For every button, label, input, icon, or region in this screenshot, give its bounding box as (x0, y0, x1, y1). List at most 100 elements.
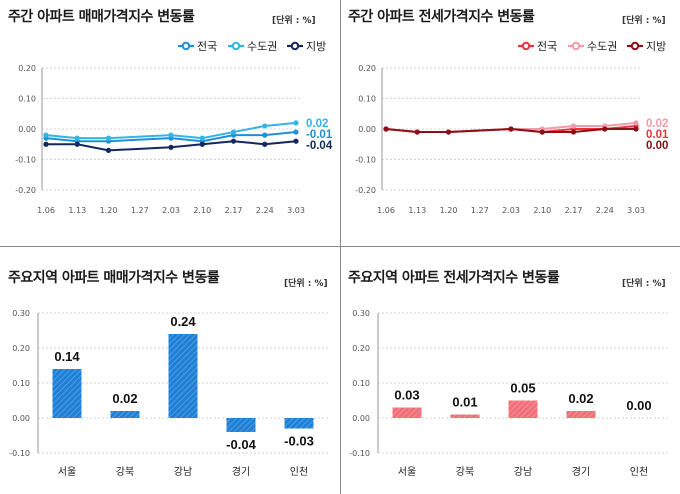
sale-region-category-label: 강남 (174, 466, 192, 478)
jeonse-region-category-label: 인천 (630, 466, 648, 478)
jeonse-weekly-chart: 0.20 0.10 0.00 -0.10 -0.20 1.06 1.13 1.20 1.27 2.… (355, 40, 669, 215)
jeonse-weekly-x-tick-label: 2.10 (533, 206, 551, 215)
sale-weekly-x-tick-label: 3.03 (287, 206, 305, 215)
sale-region-bar-value-label: 0.02 (112, 391, 137, 406)
sale-weekly-x-tick-label: 2.10 (193, 206, 211, 215)
sale-weekly-series-point (199, 141, 205, 147)
sale-weekly-series-point (230, 129, 237, 135)
jeonse-weekly-legend-marker (521, 41, 531, 51)
jeonse-weekly-series-point (570, 123, 577, 129)
vertical-divider (340, 0, 341, 494)
sale-weekly-series-point (105, 147, 112, 153)
jeonse-region-y-tick-label: 0.20 (352, 344, 370, 353)
sale-weekly-series-point (168, 144, 174, 150)
sale-weekly-series-point (262, 132, 268, 138)
sale-region-y-tick-label: 0.20 (12, 344, 30, 353)
jeonse-weekly-x-tick-label: 1.06 (377, 206, 395, 215)
sale-weekly-title: 주간 아파트 매매가격지수 변동률 (8, 9, 195, 25)
sale-weekly-x-tick-label: 1.06 (37, 206, 55, 215)
sale-region-bar (52, 369, 82, 418)
sale-weekly-series-point (293, 120, 299, 126)
sale-weekly-panel: 주간 아파트 매매가격지수 변동률 [단위 : %] 0.20 0.10 0.00 -… (0, 0, 340, 247)
sale-region-bar-value-label: -0.03 (284, 434, 314, 449)
jeonse-weekly-series-point (508, 126, 514, 132)
jeonse-weekly-x-tick-label: 2.17 (565, 206, 583, 215)
jeonse-region-y-tick-label: 0.00 (352, 414, 370, 423)
sale-weekly-series-point (105, 135, 112, 141)
sale-weekly-legend-label: 수도권 (247, 40, 277, 53)
jeonse-region-bar-value-label: 0.00 (626, 398, 651, 413)
jeonse-weekly-x-tick-label: 1.20 (440, 206, 458, 215)
jeonse-region-title: 주요지역 아파트 전세가격지수 변동률 (348, 270, 560, 286)
sale-weekly-unit: [단위 : %] (272, 16, 316, 26)
jeonse-region-bar-value-label: 0.02 (568, 391, 593, 406)
sale-region-bar (226, 418, 256, 432)
sale-weekly-end-label: -0.04 (306, 140, 333, 152)
sale-weekly-x-tick-label: 1.20 (100, 206, 118, 215)
jeonse-weekly-series-point (414, 129, 420, 135)
sale-weekly-legend-marker (181, 41, 191, 51)
sale-weekly-series-point (262, 123, 268, 129)
sale-weekly-end-label: -0.01 (306, 129, 333, 141)
sale-weekly-end-label: 0.02 (306, 118, 328, 130)
jeonse-weekly-y-tick-label: 0.10 (358, 95, 376, 104)
jeonse-weekly-series-line (385, 127, 636, 134)
jeonse-weekly-series-point (383, 126, 389, 132)
jeonse-region-bar-value-label: 0.05 (510, 381, 535, 396)
sale-weekly-legend-label: 전국 (197, 40, 217, 53)
sale-weekly-x-tick-label: 2.17 (225, 206, 243, 215)
sale-region-title: 주요지역 아파트 매매가격지수 변동률 (8, 270, 220, 286)
jeonse-weekly-y-tick-label: -0.20 (355, 186, 376, 195)
sale-region-bar (284, 418, 314, 429)
sale-region-category-label: 서울 (58, 466, 76, 478)
sale-weekly-series-point (74, 135, 80, 141)
sale-region-panel: 주요지역 아파트 매매가격지수 변동률 [단위 : %] 0.30 0.20 0.1… (0, 247, 340, 494)
sale-region-category-label: 경기 (232, 465, 250, 478)
sale-weekly-series-point (43, 132, 49, 138)
sale-region-chart: 0.30 0.20 0.10 0.00 -0.10 0.14 서울 0.02 강북 0.24 강남 -… (9, 309, 328, 478)
jeonse-weekly-x-tick-label: 2.24 (596, 206, 614, 215)
sale-region-y-tick-label: -0.10 (9, 449, 30, 458)
jeonse-region-category-label: 강남 (514, 466, 532, 478)
sale-region-bar-value-label: 0.24 (170, 314, 196, 329)
jeonse-region-unit: [단위 : %] (622, 279, 666, 289)
jeonse-region-bar-value-label: 0.01 (452, 395, 477, 410)
sale-weekly-legend-label: 지방 (306, 40, 326, 53)
jeonse-weekly-y-tick-label: 0.20 (358, 64, 376, 73)
jeonse-weekly-end-label: 0.01 (646, 129, 669, 141)
jeonse-region-y-tick-label: 0.30 (352, 309, 370, 318)
jeonse-weekly-series-point (570, 129, 577, 135)
jeonse-weekly-title: 주간 아파트 전세가격지수 변동률 (348, 9, 535, 25)
sale-weekly-series-point (293, 138, 299, 144)
jeonse-region-y-tick-label: 0.10 (352, 379, 370, 388)
jeonse-weekly-series-point (445, 129, 452, 135)
sale-weekly-series-point (199, 135, 205, 141)
sale-weekly-series-point (262, 141, 268, 147)
jeonse-weekly-legend-label: 지방 (646, 40, 666, 53)
jeonse-region-y-tick-label: -0.10 (349, 449, 370, 458)
jeonse-weekly-x-tick-label: 3.03 (627, 206, 645, 215)
jeonse-weekly-y-tick-label: -0.10 (355, 156, 376, 165)
sale-weekly-x-tick-label: 1.13 (68, 206, 86, 215)
sale-region-y-tick-label: 0.10 (12, 379, 30, 388)
jeonse-weekly-unit: [단위 : %] (622, 16, 666, 26)
sale-weekly-y-tick-label: -0.10 (15, 156, 36, 165)
jeonse-region-category-label: 경기 (572, 465, 590, 478)
sale-weekly-legend-marker (290, 41, 300, 51)
jeonse-region-bar (508, 400, 538, 418)
sale-region-y-tick-label: 0.30 (12, 309, 30, 318)
jeonse-weekly-series-point (602, 126, 608, 132)
sale-weekly-y-tick-label: -0.20 (15, 186, 36, 195)
sale-weekly-series-point (74, 141, 80, 147)
sale-region-bar (168, 334, 198, 418)
sale-region-bar-value-label: -0.04 (226, 437, 256, 452)
sale-weekly-series-line (46, 140, 297, 152)
jeonse-region-category-label: 강북 (456, 466, 474, 478)
sale-region-y-tick-label: 0.00 (12, 414, 30, 423)
jeonse-weekly-legend-label: 전국 (537, 40, 557, 53)
jeonse-weekly-y-tick-label: 0.00 (358, 125, 376, 134)
sale-weekly-series-point (293, 129, 299, 135)
jeonse-weekly-series-point (633, 120, 639, 126)
sale-weekly-series-point (43, 141, 49, 147)
sale-weekly-series-point (168, 132, 174, 138)
